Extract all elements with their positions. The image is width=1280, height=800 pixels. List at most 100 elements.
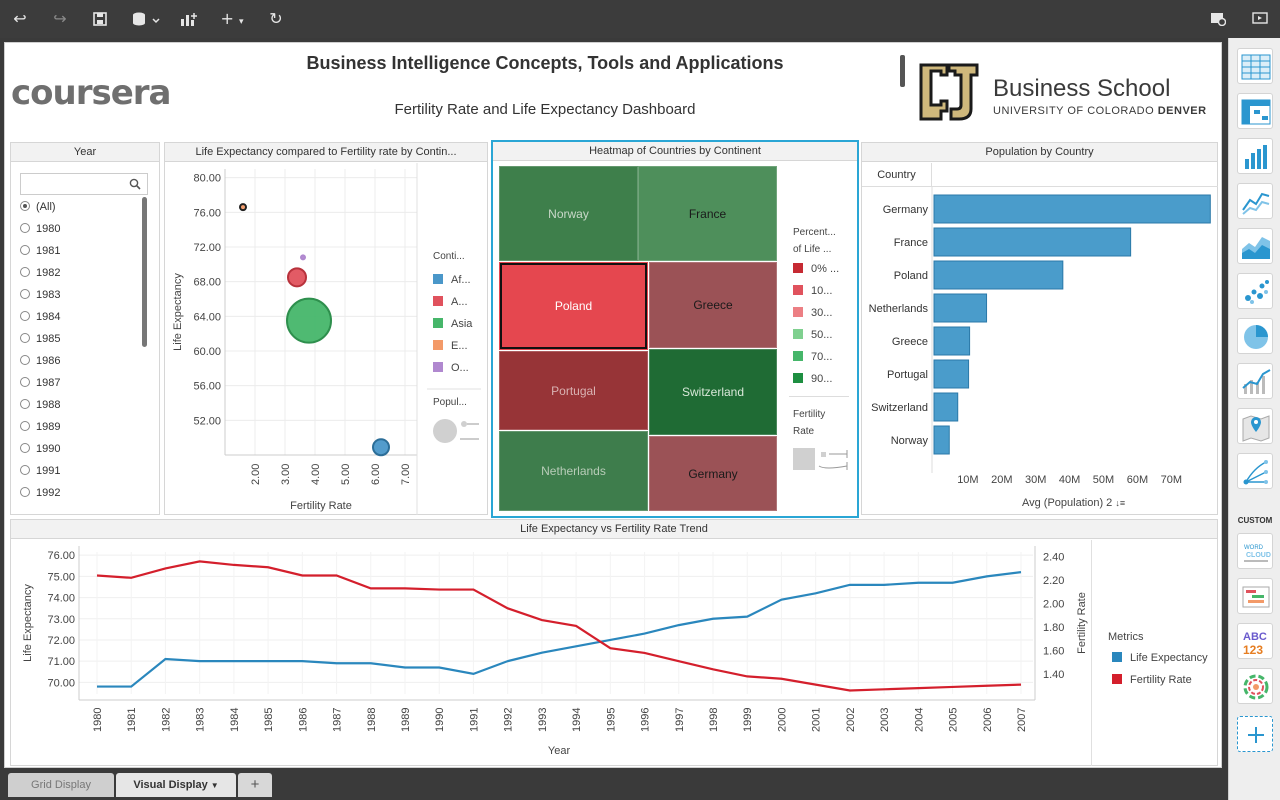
year-option[interactable]: 1987 [20,374,60,392]
add-custom-viz-icon[interactable] [1237,716,1273,752]
year-option[interactable]: 1989 [20,418,60,436]
scatter-chart-viz-icon[interactable] [1237,273,1273,309]
year-option[interactable]: 1985 [20,330,60,348]
heatmap-tile[interactable]: Portugal [499,351,648,430]
undo-icon[interactable]: ↩ [13,9,27,28]
radial-viz-icon[interactable] [1237,668,1273,704]
legend-item[interactable]: 10... [793,285,832,297]
x-tick-label: 2004 [913,708,925,732]
year-option[interactable]: 1982 [20,264,60,282]
radio-button[interactable] [20,355,30,365]
table-viz-icon[interactable] [1237,48,1273,84]
radio-button[interactable] [20,311,30,321]
y-axis-title: Life Expectancy [172,273,184,351]
add-icon[interactable]: + ▾ [220,9,244,28]
crosstab-viz-icon[interactable] [1237,93,1273,129]
add-tab-button[interactable]: + [238,773,272,797]
radio-button[interactable] [20,223,30,233]
legend-swatch [433,340,443,350]
year-option[interactable]: 1990 [20,440,60,458]
heatmap-tile[interactable]: Switzerland [649,349,777,435]
coursera-logo: coursera [11,73,171,113]
year-option[interactable]: 1988 [20,396,60,414]
save-icon[interactable] [90,8,110,30]
category-label: Poland [894,270,928,282]
radio-button[interactable] [20,201,30,211]
year-option[interactable]: 1980 [20,220,60,238]
gantt-viz-icon[interactable] [1237,578,1273,614]
refresh-icon[interactable]: ↻ [269,9,283,28]
country-column-header[interactable]: Country [862,163,932,187]
trend-line-chart: 70.00 71.00 72.00 73.00 74.00 75.00 76.00 1.40 1… [22,546,1088,757]
legend-item[interactable]: 0% ... [793,263,839,275]
pie-chart-viz-icon[interactable] [1237,318,1273,354]
radio-button[interactable] [20,289,30,299]
legend-item[interactable]: O... [433,362,469,374]
y-tick-label: 72.00 [193,242,221,254]
radio-button[interactable] [20,333,30,343]
year-option[interactable]: 1983 [20,286,60,304]
line-chart-viz-icon[interactable] [1237,183,1273,219]
panel-title: Life Expectancy vs Fertility Rate Trend [11,520,1217,539]
chevron-down-icon[interactable]: ▼ [210,781,219,790]
heatmap-tile[interactable]: Poland [499,262,648,350]
area-chart-viz-icon[interactable] [1237,228,1273,264]
heatmap-tile[interactable]: Germany [649,436,777,511]
network-viz-icon[interactable] [1237,453,1273,489]
legend-item[interactable]: E... [433,340,468,352]
year-list-scrollbar[interactable] [142,197,147,347]
year-search-input[interactable] [20,173,148,195]
radio-button[interactable] [20,399,30,409]
add-data-icon[interactable] [130,8,162,30]
heatmap-tile[interactable]: France [638,166,777,261]
heatmap-panel[interactable]: Heatmap of Countries by Continent Norway… [491,140,859,518]
x-tick-label: 1987 [332,708,344,732]
legend-item[interactable]: Fertility Rate [1112,674,1192,686]
radio-button[interactable] [20,377,30,387]
legend-swatch [433,274,443,284]
legend-item[interactable]: Af... [433,274,471,286]
combo-chart-viz-icon[interactable] [1237,363,1273,399]
header-scroll-handle[interactable] [900,55,905,87]
redo-icon[interactable]: ↪ [53,9,67,28]
bar-chart-viz-icon[interactable] [1237,138,1273,174]
radio-button[interactable] [20,245,30,255]
sort-icon[interactable]: ↓≡ [1115,498,1126,508]
settings-icon[interactable] [1208,8,1228,30]
x-axis-title: Year [548,745,571,757]
heatmap-tile[interactable]: Greece [649,262,777,348]
year-option[interactable]: 1991 [20,462,60,480]
heatmap-tile[interactable]: Norway [499,166,638,261]
legend-item[interactable]: Asia [433,318,472,330]
heatmap-tile[interactable]: Netherlands [499,431,648,511]
tab-visual-display[interactable]: Visual Display ▼ [116,773,236,797]
year-option[interactable]: 1992 [20,484,60,502]
x-tick-label: 2007 [1016,708,1028,732]
radio-button[interactable] [20,267,30,277]
legend-item[interactable]: 50... [793,329,832,341]
legend-item[interactable]: 70... [793,351,832,363]
radio-button[interactable] [20,421,30,431]
year-option[interactable]: 1986 [20,352,60,370]
legend-item[interactable]: Life Expectancy [1112,652,1208,664]
legend-item[interactable]: 90... [793,373,832,385]
legend-item[interactable]: A... [433,296,468,308]
present-icon[interactable] [1250,8,1270,30]
radio-button[interactable] [20,465,30,475]
word-cloud-viz-icon[interactable]: WORD CLOUD [1237,533,1273,569]
x-tick-label: 1985 [263,708,275,732]
radio-button[interactable] [20,487,30,497]
year-option[interactable]: (All) [20,198,56,216]
category-label: Netherlands [869,303,929,315]
year-option[interactable]: 1984 [20,308,60,326]
legend-label: 0% ... [811,263,840,275]
text-viz-icon[interactable]: ABC 123 [1237,623,1273,659]
map-viz-icon[interactable] [1237,408,1273,444]
add-chart-icon[interactable] [178,8,200,30]
legend-item[interactable]: 30... [793,307,832,319]
cu-logo-icon [917,61,981,123]
year-option[interactable]: 1981 [20,242,60,260]
radio-button[interactable] [20,443,30,453]
tab-grid-display[interactable]: Grid Display [8,773,114,797]
y-tick-label: 75.00 [47,571,75,583]
